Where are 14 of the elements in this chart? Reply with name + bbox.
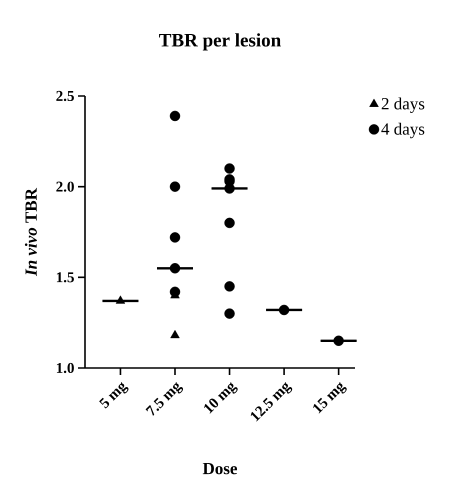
y-tick-label: 1.0 bbox=[56, 362, 74, 374]
x-tick-label: 5 mg bbox=[99, 382, 128, 408]
y-tick-label: 1.5 bbox=[56, 272, 74, 282]
x-tick-label: 12.5 mg bbox=[250, 382, 292, 422]
x-tick-label: 7.5 mg bbox=[146, 382, 184, 416]
y-tick-label: 2.5 bbox=[56, 90, 74, 102]
x-axis-title: Dose bbox=[202, 462, 238, 474]
legend-label: 4 days bbox=[381, 122, 424, 138]
legend-label: 2 days bbox=[382, 97, 424, 113]
x-tick-label: 15 mg bbox=[313, 382, 347, 414]
chart-title: TBR per lesion bbox=[159, 33, 281, 50]
x-tick-label: 10 mg bbox=[204, 382, 238, 414]
y-tick-label: 2.0 bbox=[56, 182, 74, 192]
y-axis-title: In vivo TBR bbox=[24, 188, 37, 276]
